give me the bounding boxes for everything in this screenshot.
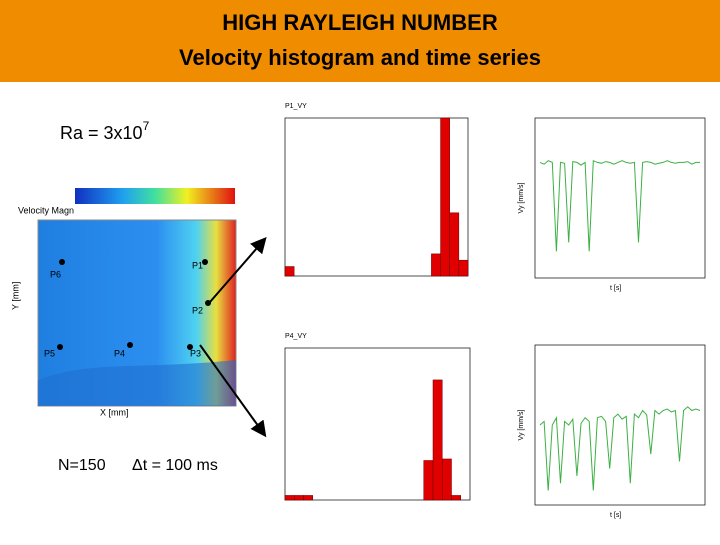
contour-y-label: Y [mm]: [10, 282, 20, 310]
histogram-bar: [284, 495, 295, 501]
x-axis-label: t [s]: [610, 512, 621, 519]
rayleigh: Ra = 3x107: [60, 119, 150, 143]
probe-dot: [57, 344, 63, 350]
y-axis-label: Vy [mm/s]: [518, 410, 525, 441]
probe-label: P1: [192, 260, 203, 270]
y-axis-label: Vy [mm/s]: [518, 183, 525, 214]
histogram-bar: [431, 253, 441, 277]
histogram-bar: [449, 212, 460, 277]
subtitle: Velocity histogram and time series: [179, 45, 541, 70]
histogram-frame: [284, 117, 469, 277]
header-bar: [0, 0, 720, 82]
histogram-bar: [458, 259, 469, 277]
probe-label: P4: [114, 348, 125, 358]
histogram-title: P4_VY: [285, 333, 307, 340]
probe-dot: [59, 259, 65, 265]
x-axis-label: t [s]: [610, 285, 621, 292]
series-line: [539, 159, 700, 252]
time-step: Δt = 100 ms: [132, 457, 218, 474]
histogram-title: P1_VY: [285, 103, 307, 110]
contour-region: [38, 360, 236, 406]
probe-points: P1 P2 P3 P4 P5 P6: [44, 259, 211, 358]
probe-label: P3: [190, 348, 201, 358]
histogram-bar: [432, 379, 443, 501]
histogram-bar: [442, 458, 452, 501]
probe-dot: [187, 344, 193, 350]
arrow: [209, 236, 267, 303]
colorbar: [75, 188, 235, 204]
histogram-bar: [440, 117, 450, 277]
probe-dot: [202, 259, 208, 265]
probe-label: P5: [44, 348, 55, 358]
histogram-bar: [303, 495, 313, 501]
histogram-frame: [284, 347, 471, 501]
probe-label: P2: [192, 305, 203, 315]
histogram-bar: [294, 495, 304, 501]
series-frame: [534, 117, 706, 279]
histogram-bar: [284, 266, 295, 277]
contour-title: Velocity Magn: [18, 205, 74, 215]
histogram-bar: [423, 460, 434, 501]
probe-label: P6: [50, 269, 61, 279]
title: HIGH RAYLEIGH NUMBER: [222, 10, 498, 35]
sample-count: N=150: [58, 457, 106, 474]
histogram-bar: [451, 495, 461, 501]
contour-x-label: X [mm]: [100, 407, 129, 417]
series-frame: [534, 344, 706, 506]
series-line: [539, 406, 701, 491]
arrow: [199, 344, 267, 438]
probe-dot: [127, 342, 133, 348]
